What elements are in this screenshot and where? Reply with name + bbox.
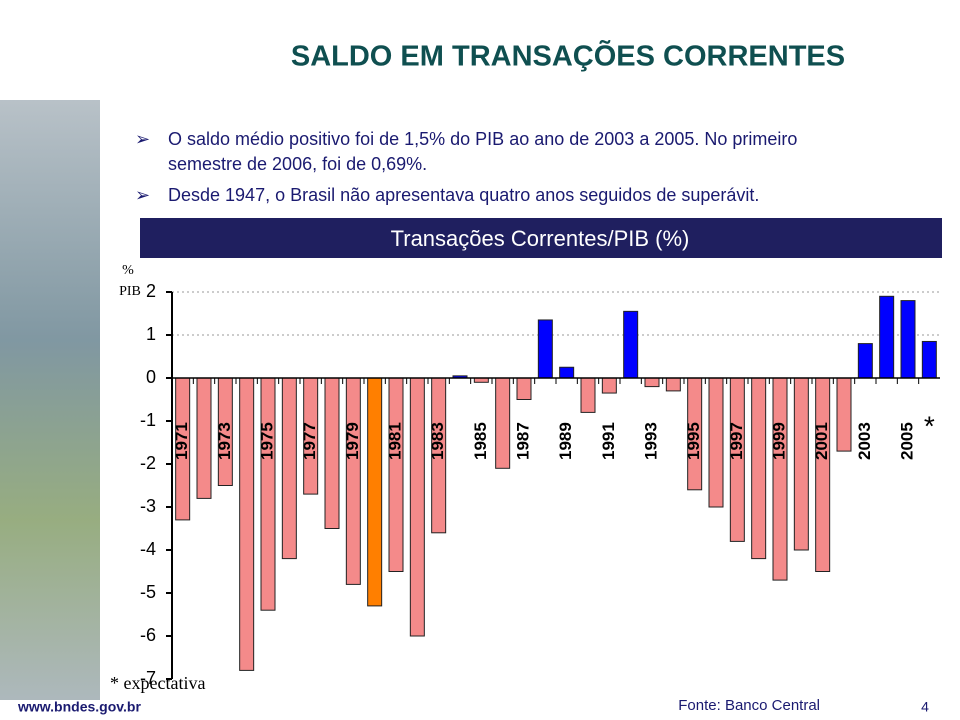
x-tick-label: 1995 xyxy=(684,422,703,460)
y-label: PIB xyxy=(119,284,141,299)
footer-url: www.bndes.gov.br xyxy=(17,699,141,715)
y-tick-label: -3 xyxy=(140,496,156,516)
x-tick-label: 2005 xyxy=(897,422,916,460)
bar xyxy=(537,319,553,379)
bar xyxy=(367,377,383,607)
x-tick-label: 1983 xyxy=(428,422,447,460)
bar xyxy=(644,377,660,388)
x-tick-label: 1999 xyxy=(769,422,788,460)
chart-title-band xyxy=(140,218,942,258)
x-tick-label: 1977 xyxy=(300,422,319,460)
y-tick-label: 2 xyxy=(146,281,156,301)
bullet-text: O saldo médio positivo foi de 1,5% do PI… xyxy=(168,129,798,174)
source: Fonte: Banco Central xyxy=(678,697,820,714)
page-number: 4 xyxy=(921,699,929,715)
bar xyxy=(857,343,873,379)
bullet-text: Desde 1947, o Brasil não apresentava qua… xyxy=(168,185,760,205)
bar xyxy=(793,377,809,551)
bar xyxy=(559,366,575,379)
y-tick-label: -1 xyxy=(140,410,156,430)
bar xyxy=(495,377,511,469)
y-tick-label: -7 xyxy=(140,668,156,688)
y-label: % xyxy=(122,263,134,278)
x-tick-label: 1993 xyxy=(641,422,660,460)
bar xyxy=(772,377,788,581)
slide-title: SALDO EM TRANSAÇÕES CORRENTES xyxy=(291,39,845,73)
x-tick-label: 1987 xyxy=(513,422,532,460)
bar xyxy=(665,377,681,392)
x-tick-label: 2001 xyxy=(812,422,831,460)
x-tick-label: 1975 xyxy=(257,422,276,460)
x-tick-label: 1997 xyxy=(727,422,746,460)
chart-title: Transações Correntes/PIB (%) xyxy=(391,226,690,251)
bar xyxy=(239,377,255,671)
x-tick-label: 1981 xyxy=(385,422,404,460)
bar xyxy=(281,377,297,560)
bar xyxy=(260,377,276,611)
x-tick-label: * xyxy=(924,410,935,441)
bar xyxy=(196,377,212,499)
bar xyxy=(921,340,937,379)
bar xyxy=(388,377,404,572)
bar xyxy=(751,377,767,560)
x-tick-label: 1979 xyxy=(343,422,362,460)
bar xyxy=(345,377,361,585)
bar xyxy=(324,377,340,529)
note: * expectativa xyxy=(110,673,205,693)
bar xyxy=(580,377,596,413)
y-tick-label: -4 xyxy=(140,539,156,559)
y-tick-label: -2 xyxy=(140,453,156,473)
bar xyxy=(409,377,425,637)
bar xyxy=(900,300,916,379)
y-tick-label: -5 xyxy=(140,582,156,602)
bar xyxy=(516,377,532,400)
bar xyxy=(708,377,724,508)
y-tick-label: 1 xyxy=(146,324,156,344)
x-tick-label: 1971 xyxy=(172,422,191,460)
y-tick-label: -6 xyxy=(140,625,156,645)
x-tick-label: 1973 xyxy=(215,422,234,460)
x-tick-label: 1991 xyxy=(599,422,618,460)
x-tick-label: 2003 xyxy=(855,422,874,460)
x-tick-label: 1989 xyxy=(556,422,575,460)
bar xyxy=(815,377,831,572)
x-tick-label: 1985 xyxy=(471,422,490,460)
bar xyxy=(623,310,639,379)
y-tick-label: 0 xyxy=(146,367,156,387)
photo-strip xyxy=(0,100,100,700)
bar xyxy=(601,377,617,394)
bar xyxy=(879,295,895,379)
bar xyxy=(836,377,852,452)
